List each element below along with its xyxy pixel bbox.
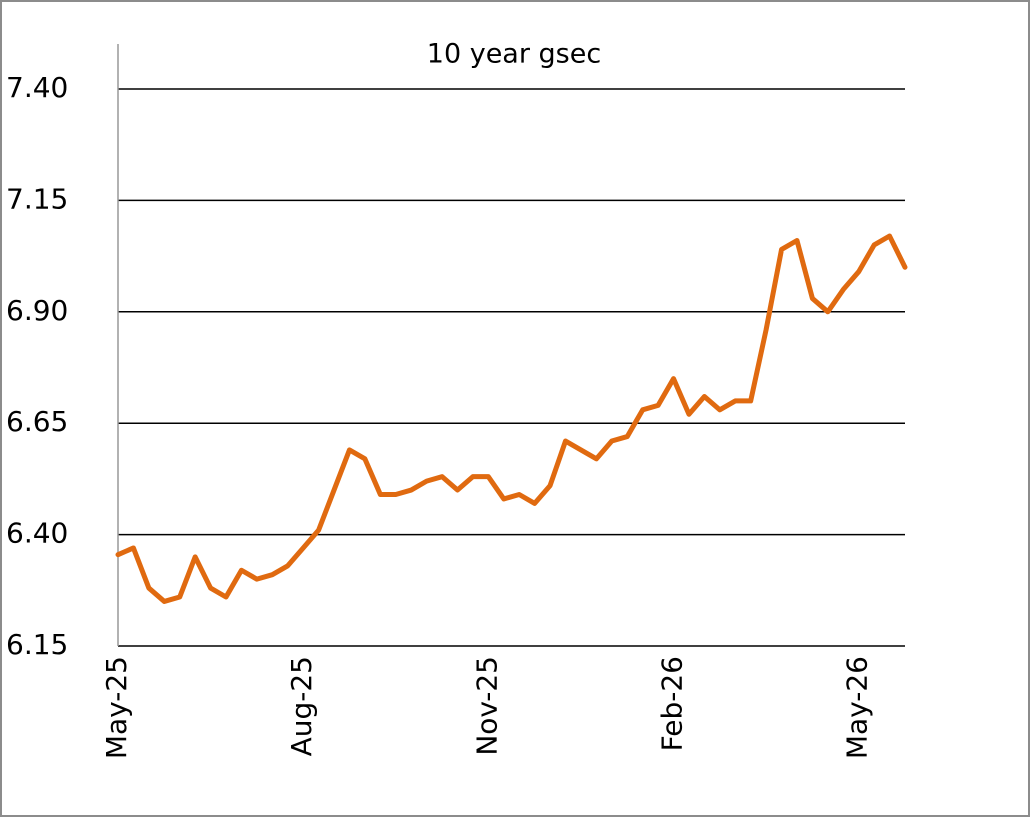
x-tick-label: Nov-25: [470, 656, 503, 756]
y-tick-label: 6.90: [6, 294, 68, 327]
y-tick-label: 6.40: [6, 517, 68, 550]
y-tick-label: 7.15: [6, 182, 68, 215]
x-tick-label: Aug-25: [285, 656, 318, 756]
y-tick-label: 7.40: [6, 71, 68, 104]
y-tick-label: 6.65: [6, 405, 68, 438]
x-tick-label: Feb-26: [656, 656, 689, 751]
y-tick-label: 6.15: [6, 628, 68, 661]
chart-title: 10 year gsec: [427, 39, 601, 70]
data-line: [115, 233, 908, 604]
x-tick-label: May-26: [841, 656, 874, 759]
x-tick-label: May-25: [100, 656, 133, 759]
